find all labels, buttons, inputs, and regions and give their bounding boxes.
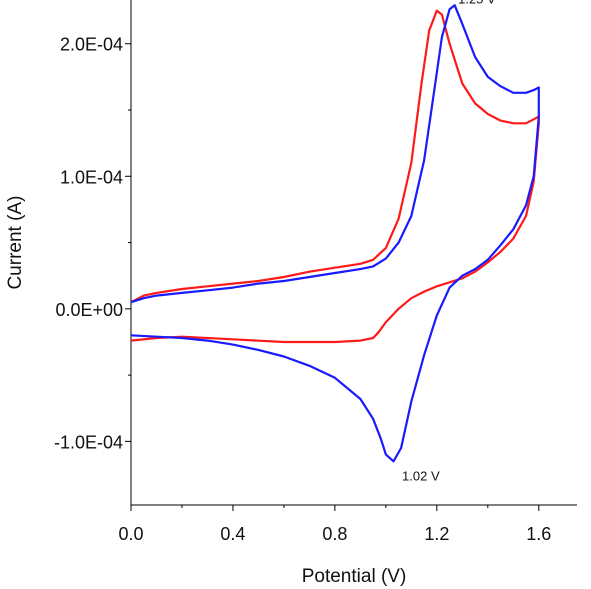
y-tick-label: 2.0E-04 xyxy=(60,35,123,55)
y-tick-label: 0.0E+00 xyxy=(55,300,123,320)
y-axis-title: Current (A) xyxy=(5,196,26,290)
x-tick-label: 0.4 xyxy=(220,524,245,544)
y-tick-label: -1.0E-04 xyxy=(54,432,123,452)
x-axis-title: Potential (V) xyxy=(302,566,407,587)
x-tick-label: 1.6 xyxy=(526,524,551,544)
peak-annotation: 1.02 V xyxy=(402,469,440,484)
series-line-1 xyxy=(130,9,540,344)
x-tick-label: 0.0 xyxy=(118,524,143,544)
axes xyxy=(130,0,577,506)
series xyxy=(130,4,540,463)
y-tick-label: 1.0E-04 xyxy=(60,167,123,187)
annotations: 1.25 V 1.02 V xyxy=(402,0,496,484)
series-line-2 xyxy=(130,4,540,463)
x-tick-label: 1.2 xyxy=(424,524,449,544)
peak-annotation: 1.25 V xyxy=(458,0,496,6)
ticks: 0.0 0.4 0.8 1.2 1.6 -1.0E-04 0.0E+00 1.0E-04 2.0… xyxy=(54,35,551,544)
x-tick-label: 0.8 xyxy=(322,524,347,544)
